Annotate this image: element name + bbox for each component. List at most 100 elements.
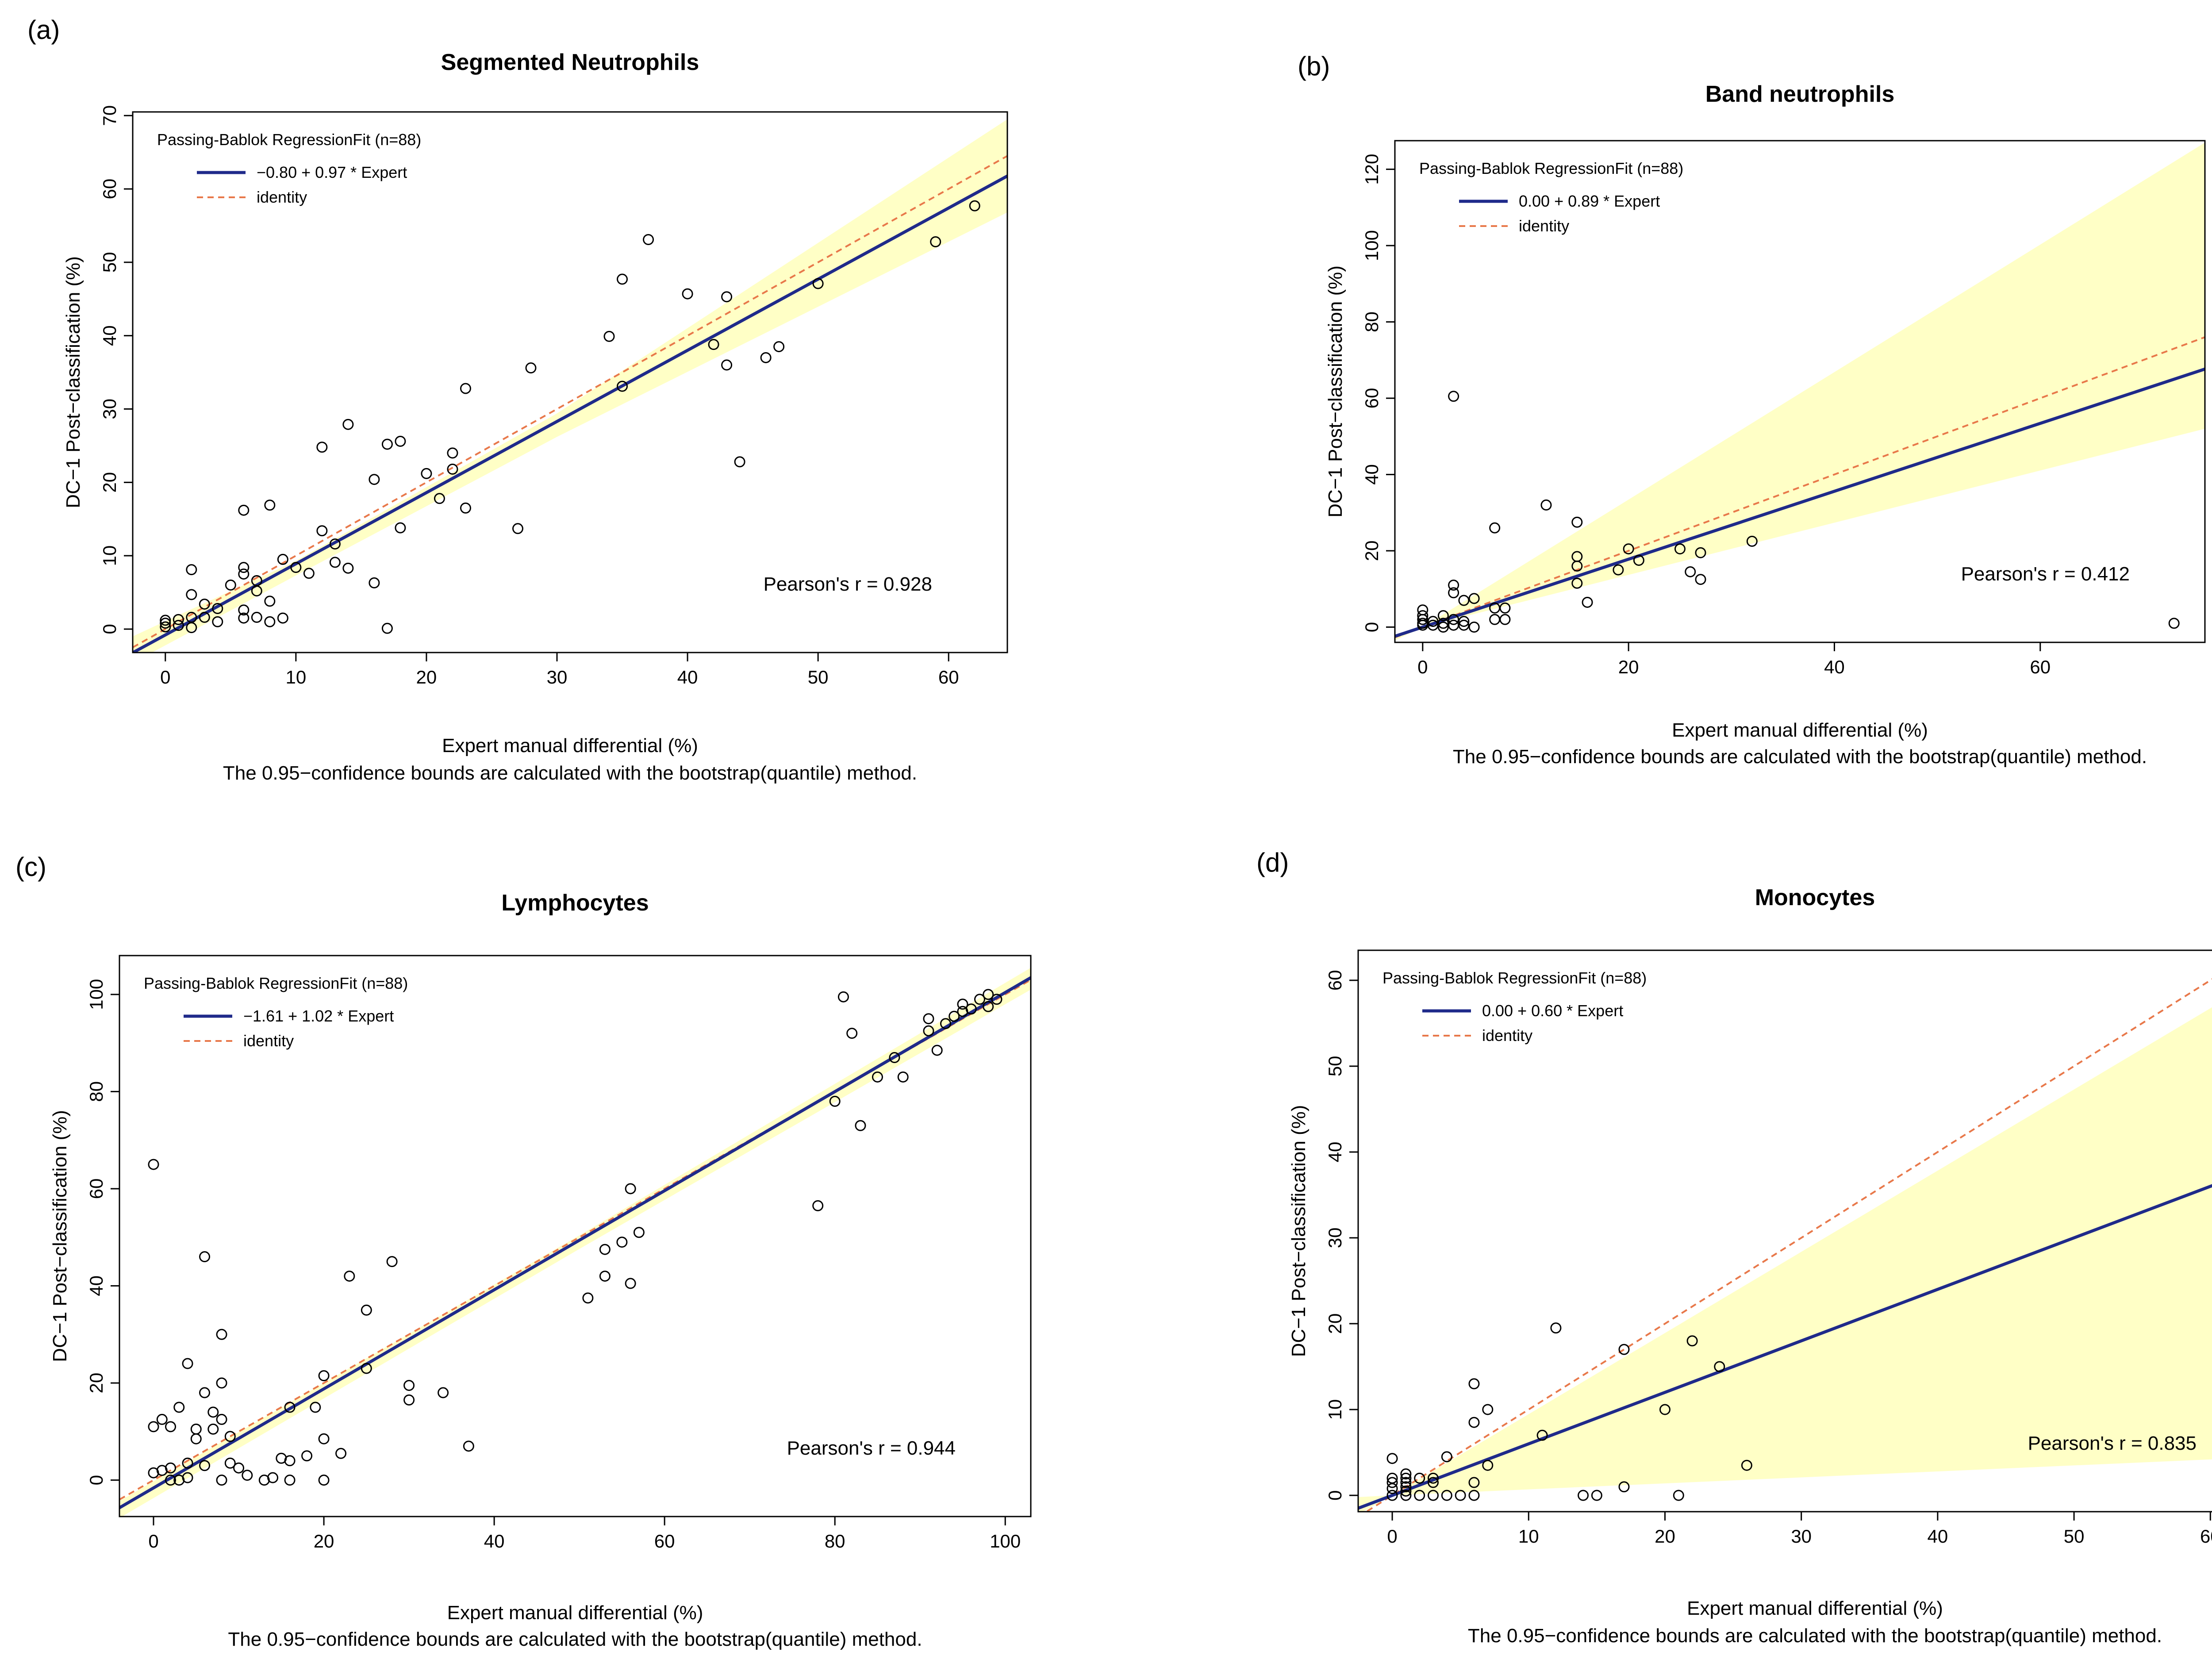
data-point xyxy=(965,1003,977,1015)
data-point xyxy=(403,1380,415,1391)
data-point xyxy=(625,1183,636,1194)
data-point xyxy=(160,621,171,633)
data-point xyxy=(233,1462,245,1474)
plot-area xyxy=(119,968,1031,1517)
x-tick-label: 60 xyxy=(938,667,959,687)
data-point xyxy=(1550,1322,1562,1334)
data-point xyxy=(199,599,210,610)
data-point xyxy=(1428,1477,1439,1488)
data-point xyxy=(1458,595,1470,606)
x-tick-label: 40 xyxy=(677,667,698,687)
data-point xyxy=(708,339,719,350)
data-point xyxy=(617,273,628,285)
data-point xyxy=(1499,614,1511,625)
data-point xyxy=(173,614,184,625)
data-point xyxy=(1400,1485,1412,1497)
data-point xyxy=(812,278,824,289)
x-tick-label: 30 xyxy=(547,667,568,687)
x-tick-label: 10 xyxy=(285,667,306,687)
data-point xyxy=(335,1448,347,1459)
data-point xyxy=(182,1358,193,1369)
x-axis-label: Expert manual differential (%) xyxy=(442,735,698,757)
data-point xyxy=(957,998,968,1010)
data-point xyxy=(165,1475,177,1486)
data-point xyxy=(264,616,276,627)
data-point xyxy=(369,474,380,485)
confidence-band xyxy=(1358,1007,2212,1512)
plot-frame xyxy=(1394,140,2206,643)
y-tick-label: 40 xyxy=(86,1275,107,1296)
data-point xyxy=(1437,622,1449,633)
legend-title: Passing-Bablok RegressionFit (n=88) xyxy=(1419,159,1683,177)
x-tick-label: 80 xyxy=(825,1531,845,1551)
data-point xyxy=(1414,1490,1425,1501)
y-tick-label: 40 xyxy=(1361,464,1382,485)
data-point xyxy=(267,1472,279,1483)
x-tick-label: 20 xyxy=(416,667,437,687)
legend: Passing-Bablok RegressionFit (n=88) 0.00 … xyxy=(1419,159,1683,235)
legend-identity-label: identity xyxy=(257,188,307,206)
data-point xyxy=(1400,1481,1412,1493)
legend-title: Passing-Bablok RegressionFit (n=88) xyxy=(144,974,408,992)
data-point xyxy=(1673,1490,1684,1501)
x-tick-label: 0 xyxy=(1417,657,1428,677)
data-point xyxy=(318,1433,330,1444)
data-point xyxy=(1400,1472,1412,1484)
data-point xyxy=(165,1462,177,1474)
data-point xyxy=(1536,1429,1548,1441)
x-tick-label: 20 xyxy=(1618,657,1639,677)
data-point xyxy=(284,1475,296,1486)
panel-letter: (d) xyxy=(1256,848,1289,877)
data-point xyxy=(889,1052,900,1064)
data-point xyxy=(463,1440,474,1452)
x-tick-label: 50 xyxy=(808,667,829,687)
data-point xyxy=(447,447,458,459)
legend-fit-label: −0.80 + 0.97 * Expert xyxy=(257,163,407,181)
data-point xyxy=(949,1010,960,1022)
data-point xyxy=(1571,577,1583,589)
x-tick-label: 40 xyxy=(484,1531,505,1551)
data-point xyxy=(1400,1477,1412,1488)
data-point xyxy=(434,493,445,504)
legend-identity-label: identity xyxy=(1482,1026,1532,1045)
data-point xyxy=(931,1045,943,1056)
y-tick-label: 20 xyxy=(86,1373,107,1394)
data-point xyxy=(199,1251,211,1263)
pearson-r: Pearson's r = 0.412 xyxy=(1961,563,2130,585)
data-point xyxy=(1482,1459,1494,1471)
data-point xyxy=(182,1472,193,1483)
y-axis-label: DC−1 Post−classification (%) xyxy=(49,1110,71,1362)
x-tick-label: 0 xyxy=(148,1531,158,1551)
y-tick-label: 20 xyxy=(1361,541,1382,561)
data-point xyxy=(525,362,537,374)
data-point xyxy=(460,383,471,394)
data-point xyxy=(1437,618,1449,629)
y-tick-label: 60 xyxy=(1361,388,1382,409)
chart-caption: The 0.95−confidence bounds are calculate… xyxy=(1468,1625,2162,1647)
data-point xyxy=(199,611,210,623)
chart-title: Monocytes xyxy=(1755,885,1875,910)
chart-panel-d: (d) Monocytes 0 10 20 30 40 50 60 0 10 20 30 40 50 60 Ex… xyxy=(1256,848,2212,1647)
data-point xyxy=(212,603,223,614)
data-point xyxy=(395,435,406,447)
pearson-r: Pearson's r = 0.928 xyxy=(764,573,932,595)
data-point xyxy=(310,1402,321,1413)
panel-letter: (a) xyxy=(27,15,60,45)
data-point xyxy=(447,463,458,475)
data-point xyxy=(625,1278,636,1289)
data-point xyxy=(329,538,341,550)
y-tick-label: 60 xyxy=(86,1179,107,1199)
legend-fit-label: 0.00 + 0.60 * Expert xyxy=(1482,1002,1623,1020)
data-point xyxy=(1613,564,1624,576)
x-tick-label: 20 xyxy=(1655,1526,1675,1547)
x-tick-label: 60 xyxy=(654,1531,675,1551)
data-point xyxy=(1468,593,1480,604)
legend-identity-label: identity xyxy=(243,1032,294,1050)
y-tick-label: 50 xyxy=(1325,1056,1345,1077)
data-point xyxy=(395,522,406,534)
chart-caption: The 0.95−confidence bounds are calculate… xyxy=(223,762,917,784)
data-point xyxy=(1714,1361,1725,1372)
chart-caption: The 0.95−confidence bounds are calculate… xyxy=(1453,746,2147,768)
data-point xyxy=(264,595,276,607)
data-point xyxy=(290,562,302,573)
